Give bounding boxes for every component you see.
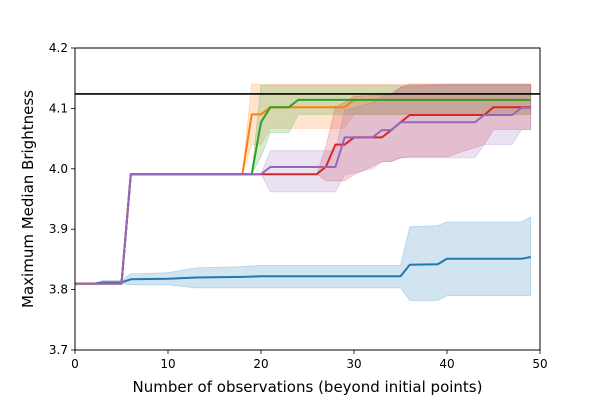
x-tick-label: 40	[439, 357, 454, 371]
series-5-line	[75, 106, 531, 285]
y-axis-label: Maximum Median Brightness	[19, 90, 37, 308]
y-tick-label: 4.2	[49, 41, 68, 55]
x-tick-label: 20	[253, 357, 268, 371]
y-tick-label: 3.9	[49, 222, 68, 236]
y-tick-label: 3.8	[49, 283, 68, 297]
series-lines	[75, 98, 531, 285]
y-axis-ticks: 3.7 3.8 3.9 4.0 4.1 4.2	[49, 41, 75, 357]
plot-frame	[74, 47, 541, 351]
y-tick-label: 4.1	[49, 101, 68, 115]
x-tick-label: 10	[160, 357, 175, 371]
y-tick-label: 3.7	[49, 343, 68, 357]
x-axis-label: Number of observations (beyond initial p…	[133, 378, 483, 396]
x-tick-label: 30	[346, 357, 361, 371]
series-1-band	[75, 216, 532, 301]
confidence-bands	[75, 83, 532, 301]
x-tick-label: 50	[532, 357, 547, 371]
x-tick-label: 0	[71, 357, 79, 371]
x-axis-ticks: 0 10 20 30 40 50	[71, 350, 548, 371]
y-tick-label: 4.0	[49, 162, 68, 176]
series-1-line	[75, 256, 531, 285]
